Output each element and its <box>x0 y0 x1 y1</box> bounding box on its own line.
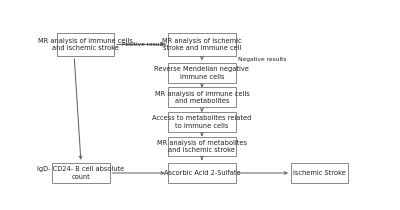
FancyBboxPatch shape <box>168 136 236 156</box>
Text: MR analysis of immune cells
and ischemic stroke: MR analysis of immune cells and ischemic… <box>38 38 133 51</box>
FancyBboxPatch shape <box>168 163 236 183</box>
Text: IgD- CD24- B cell absolute
count: IgD- CD24- B cell absolute count <box>37 166 125 180</box>
FancyBboxPatch shape <box>168 33 236 56</box>
FancyBboxPatch shape <box>168 63 236 83</box>
Text: Reverse Mendelian negative
immune cells: Reverse Mendelian negative immune cells <box>154 66 249 80</box>
Text: MR analysis of ischemic
stroke and immune cell: MR analysis of ischemic stroke and immun… <box>162 38 242 51</box>
FancyBboxPatch shape <box>52 163 110 183</box>
Text: MR analysis of metabolites
and ischemic stroke: MR analysis of metabolites and ischemic … <box>157 140 247 153</box>
FancyBboxPatch shape <box>291 163 348 183</box>
Text: Positive results: Positive results <box>122 42 167 47</box>
FancyBboxPatch shape <box>57 33 114 56</box>
Text: Negative results: Negative results <box>238 57 287 62</box>
FancyBboxPatch shape <box>168 88 236 107</box>
Text: Ischemic Stroke: Ischemic Stroke <box>293 170 346 176</box>
Text: Access to metabolites related
to immune cells: Access to metabolites related to immune … <box>152 115 252 129</box>
Text: Ascorbic Acid 2-Sulfate: Ascorbic Acid 2-Sulfate <box>164 170 240 176</box>
Text: MR analysis of immune cells
and metabolites: MR analysis of immune cells and metaboli… <box>154 91 249 104</box>
FancyBboxPatch shape <box>168 112 236 132</box>
